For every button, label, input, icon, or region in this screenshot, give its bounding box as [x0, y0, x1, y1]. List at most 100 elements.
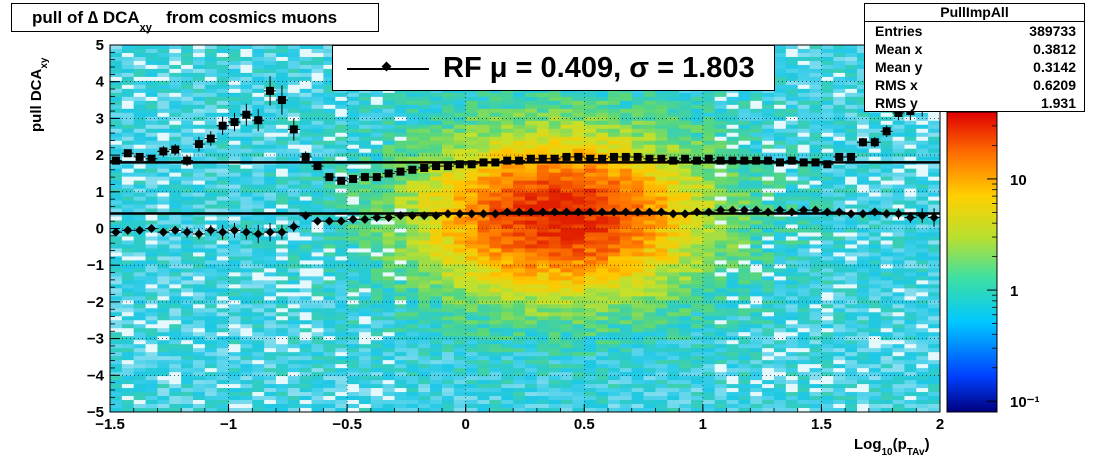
heatmap-cell: [738, 264, 751, 269]
heatmap-cell: [193, 132, 206, 138]
heatmap-cell: [145, 192, 159, 198]
heatmap-cell: [121, 340, 135, 345]
heatmap-cell: [157, 356, 170, 361]
heatmap-cell: [299, 348, 313, 353]
heatmap-cell: [240, 268, 253, 273]
heatmap-cell: [323, 296, 336, 301]
heatmap-cell: [394, 144, 408, 150]
heatmap-cell: [216, 168, 230, 174]
heatmap-cell: [133, 100, 147, 106]
heatmap-cell: [679, 124, 692, 130]
heatmap-cell: [264, 220, 277, 226]
heatmap-cell: [110, 60, 123, 66]
heatmap-cell: [643, 136, 657, 142]
heatmap-cell: [513, 260, 526, 265]
heatmap-cell: [489, 328, 502, 333]
heatmap-cell: [216, 45, 230, 50]
heatmap-cell: [572, 88, 585, 94]
heatmap-cell: [608, 100, 621, 106]
heatmap-cell: [738, 200, 751, 206]
heatmap-cell: [453, 104, 467, 110]
heatmap-cell: [442, 168, 455, 174]
heatmap-cell: [702, 284, 716, 289]
heatmap-cell: [216, 312, 230, 317]
heatmap-cell: [655, 164, 668, 170]
heatmap-cell: [406, 396, 419, 401]
heatmap-cell: [110, 212, 123, 218]
heatmap-cell: [679, 204, 692, 210]
heatmap-cell: [157, 56, 170, 62]
heatmap-cell: [738, 112, 751, 118]
heatmap-cell: [536, 252, 550, 258]
heatmap-cell: [240, 360, 253, 365]
heatmap-cell: [264, 280, 277, 285]
heatmap-cell: [311, 296, 325, 301]
heatmap-cell: [643, 388, 657, 393]
heatmap-cell: [394, 272, 408, 277]
heatmap-cell: [276, 276, 289, 281]
heatmap-cell: [157, 240, 170, 246]
heatmap-cell: [193, 212, 206, 218]
heatmap-cell: [110, 176, 123, 182]
heatmap-cell: [453, 108, 467, 114]
heatmap-cell: [276, 352, 289, 357]
heatmap-cell: [311, 196, 325, 202]
heatmap-cell: [287, 60, 301, 66]
heatmap-cell: [347, 156, 360, 162]
heatmap-cell: [572, 260, 585, 265]
heatmap-cell: [655, 188, 668, 194]
heatmap-cell: [501, 388, 514, 393]
heatmap-cell: [631, 136, 645, 142]
heatmap-cell: [347, 92, 360, 98]
heatmap-cell: [513, 340, 526, 345]
heatmap-cell: [228, 68, 242, 74]
heatmap-cell: [631, 196, 645, 202]
heatmap-cell: [276, 116, 289, 122]
heatmap-cell: [418, 292, 431, 297]
heatmap-cell: [536, 124, 550, 130]
heatmap-cell: [525, 300, 538, 305]
heatmap-cell: [347, 340, 360, 345]
heatmap-cell: [181, 268, 194, 273]
heatmap-cell: [465, 148, 479, 154]
heatmap-cell: [691, 364, 704, 369]
heatmap-cell: [394, 264, 408, 269]
heatmap-cell: [525, 252, 538, 258]
heatmap-cell: [228, 176, 242, 182]
heatmap-cell: [560, 276, 574, 281]
heatmap-cell: [240, 280, 253, 285]
heatmap-cell: [370, 124, 384, 130]
heatmap-cell: [370, 404, 384, 409]
heatmap-cell: [228, 216, 242, 222]
heatmap-cell: [299, 272, 313, 277]
heatmap-cell: [145, 308, 159, 313]
heatmap-cell: [216, 272, 230, 277]
heatmap-cell: [691, 92, 704, 98]
heatmap-cell: [667, 380, 680, 385]
heatmap-cell: [631, 332, 645, 337]
heatmap-cell: [536, 236, 550, 242]
heatmap-cell: [347, 124, 360, 130]
heatmap-cell: [667, 360, 680, 365]
heatmap-cell: [299, 208, 313, 214]
heatmap-cell: [133, 404, 147, 409]
heatmap-cell: [335, 392, 348, 397]
heatmap-cell: [418, 204, 431, 210]
heatmap-cell: [418, 252, 431, 258]
heatmap-cell: [714, 96, 728, 102]
heatmap-cell: [133, 136, 147, 142]
heatmap-cell: [525, 304, 538, 309]
heatmap-cell: [382, 356, 396, 361]
heatmap-cell: [287, 80, 301, 86]
heatmap-cell: [311, 292, 325, 297]
heatmap-cell: [347, 288, 360, 293]
heatmap-cell: [572, 320, 585, 325]
heatmap-cell: [216, 176, 230, 182]
heatmap-cell: [525, 328, 538, 333]
heatmap-cell: [252, 164, 265, 170]
heatmap-cell: [382, 312, 396, 317]
heatmap-cell: [181, 348, 194, 353]
heatmap-cell: [453, 268, 467, 273]
heatmap-cell: [323, 152, 336, 158]
heatmap-cell: [548, 168, 562, 174]
